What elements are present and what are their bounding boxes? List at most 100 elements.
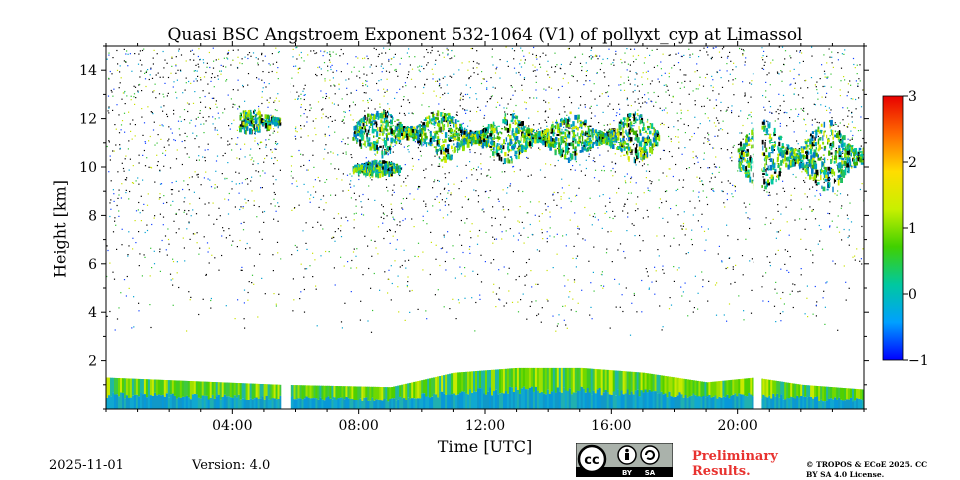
boundary-layer-column <box>367 386 370 409</box>
noise-pixel <box>347 143 349 145</box>
boundary-layer-lower <box>804 396 807 409</box>
noise-pixel <box>204 160 206 162</box>
noise-pixel <box>404 218 406 220</box>
noise-pixel <box>789 256 791 258</box>
noise-pixel <box>624 180 626 182</box>
noise-pixel <box>536 130 538 132</box>
noise-pixel <box>268 83 270 85</box>
noise-pixel <box>189 122 191 124</box>
noise-pixel <box>501 171 503 173</box>
boundary-layer-column <box>622 371 626 409</box>
noise-pixel <box>803 118 805 120</box>
noise-pixel <box>843 265 845 267</box>
noise-pixel <box>330 194 332 196</box>
noise-pixel <box>773 305 776 307</box>
noise-pixel <box>261 52 263 54</box>
noise-pixel <box>579 164 581 166</box>
noise-pixel <box>541 307 543 309</box>
noise-pixel <box>460 273 463 275</box>
noise-pixel <box>469 151 471 153</box>
boundary-layer-lower <box>584 392 588 409</box>
boundary-layer-column <box>762 378 765 409</box>
noise-pixel <box>467 125 469 127</box>
noise-pixel <box>599 95 601 97</box>
noise-pixel <box>649 83 652 85</box>
noise-pixel <box>146 204 149 206</box>
boundary-layer-lower <box>108 395 111 409</box>
noise-pixel <box>775 237 777 239</box>
noise-pixel <box>767 194 769 196</box>
noise-pixel <box>270 149 272 151</box>
boundary-layer-column <box>792 383 795 409</box>
noise-pixel <box>278 293 280 295</box>
noise-pixel <box>569 291 571 293</box>
boundary-layer-upper <box>157 379 161 395</box>
noise-pixel <box>163 165 165 167</box>
noise-pixel <box>443 56 445 58</box>
noise-pixel <box>742 81 744 83</box>
boundary-layer-column <box>118 378 121 409</box>
cloud-pixel <box>256 123 258 127</box>
noise-pixel <box>593 246 595 248</box>
noise-pixel <box>190 119 192 121</box>
noise-pixel <box>826 77 828 79</box>
noise-pixel <box>212 67 215 69</box>
noise-pixel <box>814 84 816 86</box>
noise-pixel <box>427 129 429 131</box>
noise-pixel <box>221 254 223 257</box>
noise-pixel <box>789 70 791 72</box>
noise-pixel <box>714 135 716 137</box>
noise-pixel <box>268 63 270 65</box>
noise-pixel <box>149 275 151 277</box>
noise-pixel <box>275 97 277 99</box>
noise-pixel <box>236 129 238 131</box>
noise-pixel <box>769 84 771 86</box>
boundary-layer-column <box>750 377 753 409</box>
noise-pixel <box>304 109 307 111</box>
cloud-pixel <box>247 111 250 118</box>
noise-pixel <box>197 63 199 65</box>
noise-pixel <box>394 53 396 55</box>
noise-pixel <box>653 66 655 68</box>
noise-pixel <box>202 116 204 118</box>
noise-pixel <box>798 73 800 76</box>
noise-pixel <box>742 49 744 51</box>
noise-pixel <box>806 285 808 287</box>
noise-pixel <box>400 143 402 145</box>
boundary-layer-upper <box>748 378 751 393</box>
noise-pixel <box>839 122 841 124</box>
boundary-layer-upper <box>120 378 123 393</box>
noise-pixel <box>660 123 662 126</box>
noise-pixel <box>193 191 195 193</box>
boundary-layer-column <box>700 381 703 409</box>
noise-pixel <box>209 179 211 181</box>
noise-pixel <box>493 159 495 161</box>
noise-pixel <box>704 77 707 79</box>
noise-pixel <box>745 212 747 214</box>
noise-pixel <box>721 261 723 263</box>
noise-pixel <box>291 183 293 185</box>
noise-pixel <box>851 112 853 114</box>
noise-pixel <box>438 201 440 203</box>
noise-pixel <box>116 318 119 320</box>
noise-pixel <box>108 112 110 114</box>
noise-pixel <box>850 98 852 100</box>
noise-pixel <box>658 255 660 257</box>
boundary-layer-lower <box>736 396 739 409</box>
boundary-layer-upper <box>784 382 787 400</box>
noise-pixel <box>834 122 836 124</box>
noise-pixel <box>789 293 791 295</box>
noise-pixel <box>739 143 741 145</box>
noise-pixel <box>704 113 706 115</box>
noise-pixel <box>119 71 121 73</box>
noise-pixel <box>262 71 264 73</box>
boundary-layer-upper <box>730 379 733 396</box>
noise-pixel <box>144 78 147 80</box>
noise-pixel <box>341 120 343 122</box>
noise-pixel <box>742 53 744 55</box>
noise-pixel <box>592 271 594 273</box>
noise-pixel <box>857 83 859 85</box>
noise-pixel <box>328 97 330 99</box>
boundary-layer-upper <box>572 367 576 393</box>
boundary-layer-upper <box>453 372 456 394</box>
